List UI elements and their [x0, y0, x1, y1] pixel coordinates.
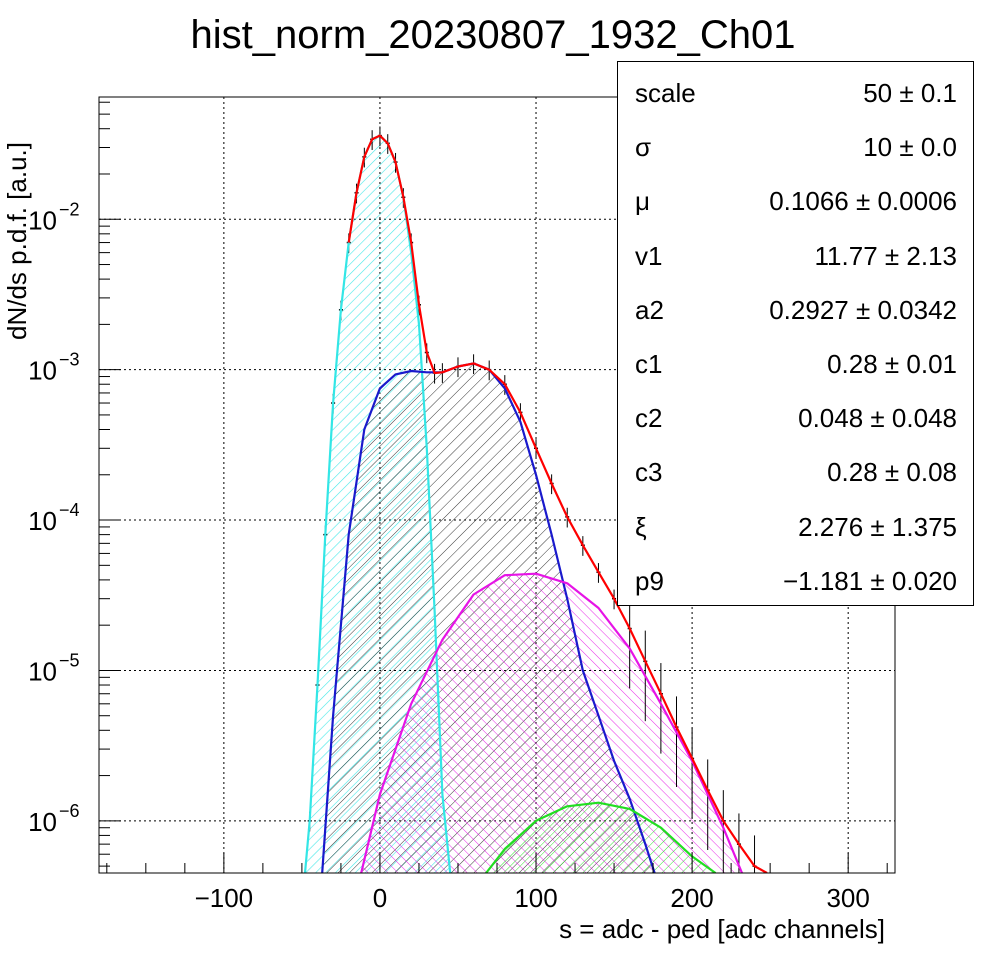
stat-row: v1 11.77 ± 2.13 [618, 229, 973, 283]
stat-name: μ [635, 186, 650, 217]
stat-value-number: 0.048 [798, 403, 864, 434]
stat-name: c3 [635, 457, 663, 488]
x-tick-label: 300 [826, 883, 869, 913]
stat-row: p9 −1.181 ± 0.020 [618, 554, 973, 608]
stat-value-number: 0.1066 [769, 186, 849, 217]
stat-pm-sign: ± [877, 240, 907, 271]
stat-value: 0.28 ± 0.08 [827, 445, 957, 499]
stat-value: 0.1066 ± 0.0006 [769, 174, 957, 228]
stat-error: 0.08 [906, 457, 957, 488]
stat-pm-sign: ± [892, 78, 921, 108]
stat-row: μ 0.1066 ± 0.0006 [618, 174, 973, 228]
stat-row: ξ 2.276 ± 1.375 [618, 500, 973, 554]
y-tick-exponent: −2 [59, 199, 80, 219]
stat-row: c3 0.28 ± 0.08 [618, 445, 973, 499]
stat-value-number: 10 [863, 132, 893, 163]
y-tick-label: 10 [28, 656, 57, 686]
y-tick-exponent: −4 [59, 500, 80, 520]
stat-value-number: 2.276 [798, 511, 864, 542]
stat-name: a2 [635, 294, 664, 325]
stat-value-number: 0.28 [827, 457, 878, 488]
stat-pm-sign: ± [863, 565, 892, 596]
x-tick-label: 0 [373, 883, 387, 913]
x-tick-label: 200 [670, 883, 713, 913]
fit-statistics-box: scale 50 ± 0.1 σ 10 ± 0.0 μ 0.1066 ± 0.0006 v1… [617, 61, 974, 606]
stat-value-number: 0.2927 [769, 294, 849, 325]
y-tick-label: 10 [28, 807, 57, 837]
stat-name: p9 [635, 565, 664, 596]
stat-value: 50 ± 0.1 [863, 66, 957, 120]
stat-pm-sign: ± [877, 457, 907, 488]
series-fill-2-p-e- [361, 573, 742, 873]
stat-error: 0.1 [920, 78, 957, 108]
stat-name: c1 [635, 349, 663, 379]
stat-value: 11.77 ± 2.13 [815, 229, 957, 283]
stat-value-number: −1.181 [782, 565, 864, 596]
y-axis: 10−210−310−410−510−6 [28, 101, 121, 867]
y-tick-exponent: −3 [59, 350, 80, 370]
stat-pm-sign: ± [877, 349, 907, 379]
stat-value: 2.276 ± 1.375 [798, 500, 957, 554]
stat-error: 2.13 [906, 240, 957, 271]
series-fill-3-p-e- [486, 802, 716, 873]
stat-value: 0.28 ± 0.01 [827, 337, 957, 391]
x-axis: −100 0 100 200 300 [106, 853, 888, 913]
fit-curve-3-p-e- [485, 801, 717, 873]
stat-name: c2 [635, 403, 663, 434]
stat-error: 0.01 [906, 349, 957, 379]
stat-value: 0.2927 ± 0.0342 [769, 283, 957, 337]
stat-pm-sign: ± [863, 511, 892, 542]
stat-error: 1.375 [891, 511, 957, 542]
stat-pm-sign: ± [863, 403, 892, 434]
fit-curve-total-fit [347, 134, 768, 873]
stat-value: −1.181 ± 0.020 [783, 554, 957, 608]
y-tick-exponent: −5 [59, 650, 80, 670]
stat-name: scale [635, 78, 696, 108]
stat-pm-sign: ± [848, 186, 878, 217]
stat-error: 0.048 [891, 403, 957, 434]
stat-error: 0.0342 [877, 294, 957, 325]
stat-row: a2 0.2927 ± 0.0342 [618, 283, 973, 337]
stat-pm-sign: ± [848, 294, 878, 325]
stat-name: ξ [635, 511, 647, 542]
fit-curves [303, 134, 768, 873]
stat-value-number: 0.28 [827, 349, 878, 379]
stat-row: σ 10 ± 0.0 [618, 120, 973, 174]
fit-curve-2-p-e- [360, 572, 744, 873]
y-axis-label: dN/ds p.d.f. [a.u.] [2, 142, 32, 340]
y-tick-label: 10 [28, 205, 57, 235]
stat-name: σ [635, 132, 652, 163]
stat-name: v1 [635, 240, 663, 271]
x-tick-label: 100 [514, 883, 557, 913]
stat-pm-sign: ± [892, 132, 921, 163]
stat-value-number: 50 [863, 78, 893, 108]
stat-row: scale 50 ± 0.1 [618, 66, 973, 120]
stat-value: 0.048 ± 0.048 [798, 391, 957, 445]
stat-row: c1 0.28 ± 0.01 [618, 337, 973, 391]
chart-title: hist_norm_20230807_1932_Ch01 [191, 13, 796, 57]
stat-value-number: 11.77 [814, 240, 878, 271]
y-tick-label: 10 [28, 356, 57, 386]
y-tick-exponent: −6 [59, 801, 80, 821]
stat-value: 10 ± 0.0 [863, 120, 957, 174]
stat-row: c2 0.048 ± 0.048 [618, 391, 973, 445]
x-axis-label: s = adc - ped [adc channels] [559, 914, 885, 944]
x-tick-label: −100 [195, 883, 254, 913]
y-tick-label: 10 [28, 506, 57, 536]
stat-error: 0.0006 [877, 186, 957, 217]
stat-error: 0.0 [920, 132, 957, 163]
stat-error: 0.020 [891, 565, 957, 596]
